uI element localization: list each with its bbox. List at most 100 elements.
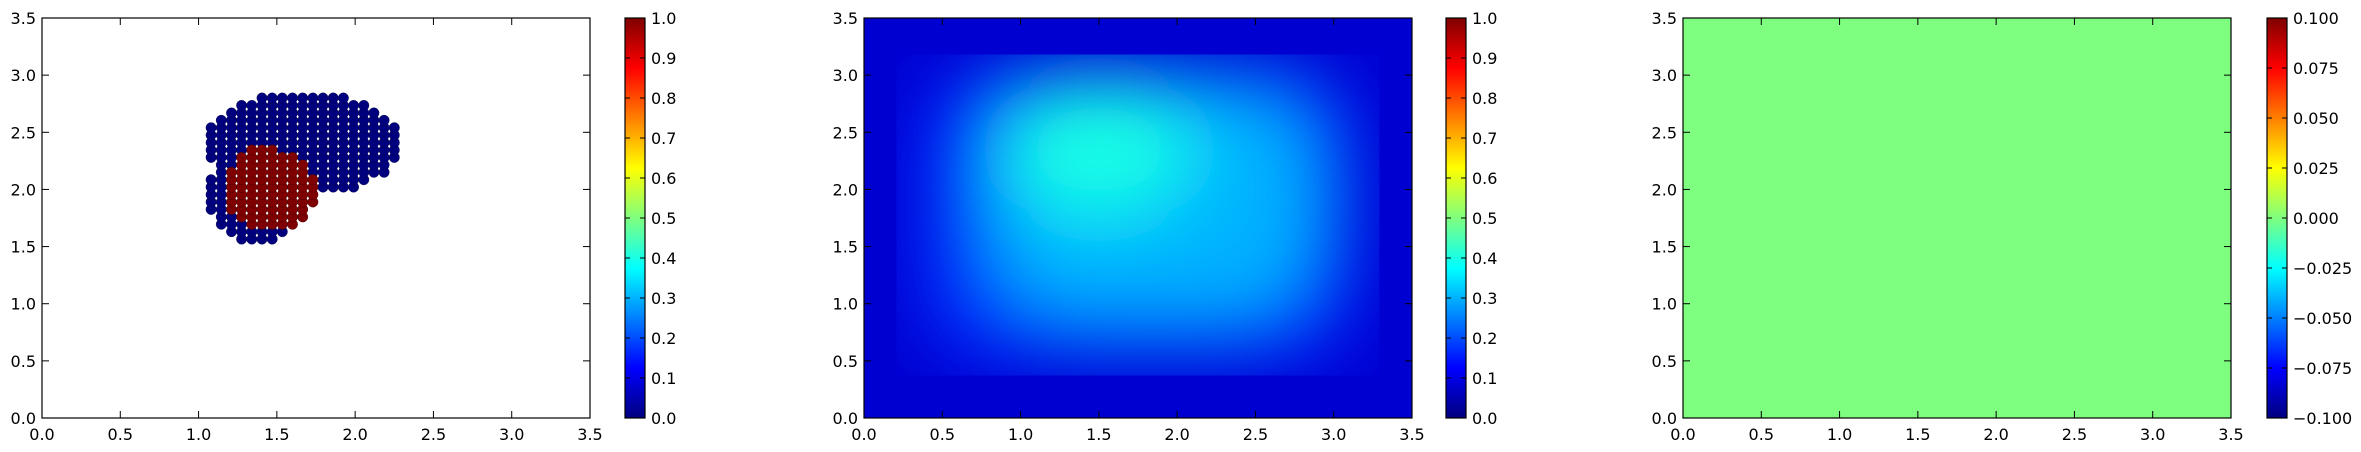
y-tick-label: 2.5: [1652, 123, 1677, 142]
scatter-point-low: [317, 92, 329, 104]
colorbar-tick-label: 0.8: [1472, 89, 1497, 108]
x-tick-label: 1.5: [264, 425, 289, 444]
y-tick-label: 2.0: [1652, 180, 1677, 199]
scatter-point-high: [246, 144, 258, 156]
x-tick-label: 0.5: [108, 425, 133, 444]
panel-1-x-ticks: 0.0 0.5 1.0 1.5 2.0 2.5 3.0 3.5: [29, 18, 603, 444]
y-tick-label: 1.0: [833, 295, 858, 314]
panel-1-colorbar: 0.0 0.1 0.2 0.3 0.4 0.5 0.6 0.7 0.8 0.9 1.0: [624, 9, 676, 428]
x-tick-label: 3.5: [1399, 425, 1424, 444]
y-tick-label: 3.5: [11, 9, 36, 28]
y-tick-label: 3.5: [833, 9, 858, 28]
x-tick-label: 3.0: [499, 425, 524, 444]
y-tick-label: 3.0: [11, 66, 36, 85]
panel-3-axes-frame: [1682, 17, 2232, 419]
scatter-point-high: [266, 144, 278, 156]
x-tick-label: 1.5: [1905, 425, 1930, 444]
scatter-point-low: [388, 122, 400, 134]
colorbar-tick-label: 1.0: [651, 9, 676, 28]
colorbar-tick-label: −0.025: [2293, 259, 2352, 278]
scatter-point-low: [205, 174, 217, 186]
colorbar-tick-label: 0.2: [651, 329, 676, 348]
colorbar-tick-label: 1.0: [1472, 9, 1497, 28]
field-peak: [1003, 79, 1194, 220]
x-tick-label: 3.0: [1321, 425, 1346, 444]
scatter-point-low: [297, 92, 309, 104]
colorbar-gradient: [1446, 18, 1466, 418]
x-tick-label: 0.0: [851, 425, 876, 444]
colorbar-tick-label: 0.3: [651, 289, 676, 308]
scatter-point-low: [327, 92, 339, 104]
panel-3-heatmap: 0.0 0.5 1.0 1.5 2.0 2.5 3.0 3.5 0.0 0.5 1.0 1.5 2.0…: [1652, 9, 2353, 444]
scatter-point-low: [276, 92, 288, 104]
colorbar-gradient: [625, 18, 645, 418]
colorbar-tick-label: −0.075: [2293, 359, 2352, 378]
colorbar-tick-label: 0.075: [2293, 59, 2339, 78]
x-tick-label: 0.5: [1749, 425, 1774, 444]
colorbar-tick-label: 0.3: [1472, 289, 1497, 308]
scatter-point-high: [307, 174, 319, 186]
y-tick-label: 0.0: [11, 409, 36, 428]
y-tick-label: 3.0: [833, 66, 858, 85]
panel-3-y-ticks: 0.0 0.5 1.0 1.5 2.0 2.5 3.0 3.5: [1652, 9, 2231, 428]
x-tick-label: 3.5: [2218, 425, 2243, 444]
y-tick-label: 1.0: [1652, 295, 1677, 314]
y-tick-label: 0.0: [833, 409, 858, 428]
y-tick-label: 2.0: [11, 180, 36, 199]
y-tick-label: 1.0: [11, 295, 36, 314]
colorbar-tick-label: 0.100: [2293, 9, 2339, 28]
scatter-point-low: [256, 92, 268, 104]
x-tick-label: 2.5: [2062, 425, 2087, 444]
scatter-point-high: [256, 144, 268, 156]
panel-1-y-ticks: 0.0 0.5 1.0 1.5 2.0 2.5 3.0 3.5: [11, 9, 590, 428]
x-tick-label: 3.0: [2140, 425, 2165, 444]
panel-2-heatmap: 0.0 0.5 1.0 1.5 2.0 2.5 3.0 3.5 0.0 0.5 1.0 1.5 2.0…: [833, 9, 1498, 444]
x-tick-label: 2.0: [1983, 425, 2008, 444]
scatter-point-high: [226, 166, 237, 178]
x-tick-label: 2.0: [1164, 425, 1189, 444]
colorbar-tick-label: 0.4: [1472, 249, 1497, 268]
x-tick-label: 3.5: [577, 425, 602, 444]
panel-3-plot-area: [1683, 18, 2231, 418]
scatter-point-low: [307, 92, 319, 104]
panel-2-colorbar: 0.0 0.1 0.2 0.3 0.4 0.5 0.6 0.7 0.8 0.9 1.0: [1445, 9, 1497, 428]
y-tick-label: 0.5: [1652, 352, 1677, 371]
scatter-point-high: [297, 159, 309, 171]
colorbar-tick-label: 0.0: [651, 409, 676, 428]
x-tick-label: 0.0: [29, 425, 54, 444]
colorbar-tick-label: 0.6: [1472, 169, 1497, 188]
colorbar-tick-label: 0.1: [1472, 369, 1497, 388]
x-tick-label: 1.0: [1008, 425, 1033, 444]
colorbar-tick-label: 0.7: [651, 129, 676, 148]
y-tick-label: 3.5: [1652, 9, 1677, 28]
panel-1-scatter: 0.0 0.5 1.0 1.5 2.0 2.5 3.0 3.5 0.0 0.5 1.0 1.5 2.0…: [11, 9, 677, 444]
x-tick-label: 0.5: [930, 425, 955, 444]
colorbar-tick-label: 0.9: [651, 49, 676, 68]
scatter-point-low: [337, 92, 349, 104]
x-tick-label: 2.5: [1243, 425, 1268, 444]
colorbar-tick-label: 0.2: [1472, 329, 1497, 348]
y-tick-label: 3.0: [1652, 66, 1677, 85]
colorbar-tick-label: 0.000: [2293, 209, 2339, 228]
scatter-point-low: [378, 114, 390, 126]
scatter-point-low: [215, 114, 227, 126]
panel-2-y-ticks: 0.0 0.5 1.0 1.5 2.0 2.5 3.0 3.5: [833, 9, 1412, 428]
colorbar-tick-label: 0.6: [651, 169, 676, 188]
panel-1-axes-frame: [41, 17, 591, 419]
colorbar-tick-label: 0.7: [1472, 129, 1497, 148]
colorbar-tick-label: 0.050: [2293, 109, 2339, 128]
scatter-point-low: [236, 100, 248, 111]
colorbar-tick-label: 0.8: [651, 89, 676, 108]
y-tick-label: 1.5: [11, 238, 36, 257]
panel-3-colorbar: −0.100 −0.075 −0.050 −0.025 0.000 0.025 0.050 0…: [2266, 9, 2352, 428]
y-tick-label: 1.5: [1652, 238, 1677, 257]
y-tick-label: 0.5: [833, 352, 858, 371]
scatter-point-low: [246, 100, 258, 111]
scatter-point-low: [368, 107, 380, 119]
scatter-point-low: [358, 100, 370, 111]
y-tick-label: 2.0: [833, 180, 858, 199]
x-tick-label: 1.0: [186, 425, 211, 444]
colorbar-tick-label: −0.100: [2293, 409, 2352, 428]
panel-2-plot-area: [864, 18, 1412, 418]
